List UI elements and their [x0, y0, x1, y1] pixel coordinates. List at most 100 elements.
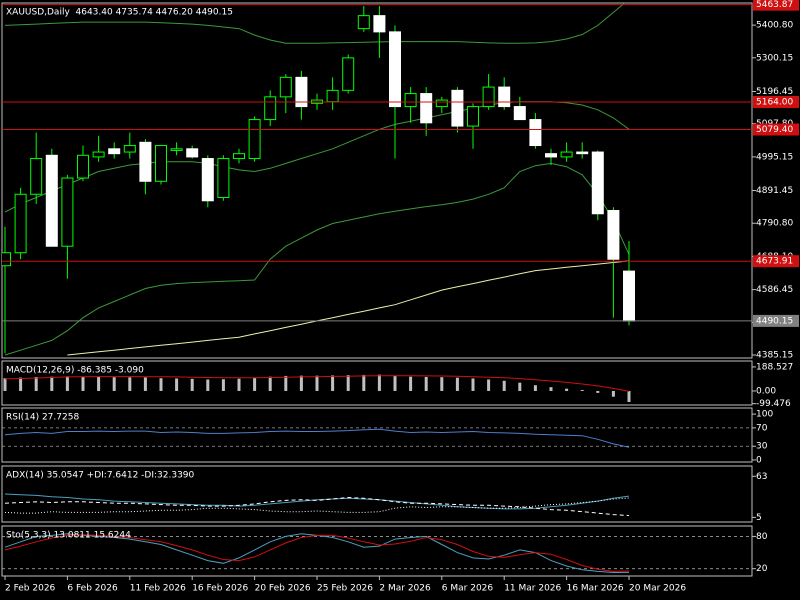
- panel-title: Sto(5,3,3) 13.0811 15.6244: [6, 531, 131, 541]
- panel: [2, 3, 752, 356]
- y-tick-label: -99.476: [756, 399, 791, 409]
- candle-body: [108, 148, 121, 155]
- histogram-bar: [565, 388, 569, 391]
- y-tick-label: 63: [756, 472, 767, 482]
- candle-body: [498, 86, 511, 108]
- candle-body: [77, 154, 89, 179]
- x-tick-label: 6 Feb 2026: [67, 584, 118, 594]
- y-tick-label: 5: [756, 513, 762, 523]
- indicator-line: [4, 162, 630, 356]
- candle-body: [61, 177, 74, 247]
- candle-body: [186, 148, 199, 158]
- price-label: 5463.87: [756, 0, 793, 10]
- candle-body: [2, 252, 11, 267]
- y-tick-label: 4891.45: [756, 186, 793, 196]
- candle-body: [342, 57, 355, 91]
- x-tick-label: 2 Mar 2026: [379, 584, 431, 594]
- candle-body: [545, 153, 557, 158]
- histogram-bar: [221, 379, 225, 391]
- candle-body: [45, 154, 58, 247]
- candle-body: [279, 76, 292, 98]
- indicator-line: [4, 534, 630, 572]
- histogram-bar: [440, 377, 444, 391]
- histogram-bar: [34, 376, 38, 391]
- panel: [3, 374, 631, 402]
- candle-body: [92, 151, 105, 158]
- histogram-bar: [97, 376, 101, 391]
- candle-body: [467, 106, 479, 127]
- candle-body: [201, 158, 214, 202]
- indicator-line: [4, 375, 630, 392]
- histogram-bar: [424, 376, 428, 391]
- candle-body: [139, 141, 152, 182]
- price-label: 5079.40: [756, 125, 793, 135]
- candle-body: [482, 86, 495, 108]
- x-tick-label: 20 Mar 2026: [629, 584, 686, 594]
- panel-title: MACD(12,26,9) -86.385 -3.090: [6, 366, 144, 376]
- histogram-bar: [377, 374, 381, 391]
- histogram-bar: [206, 379, 210, 391]
- panel-frame: [1, 407, 753, 463]
- candle-body: [326, 89, 339, 103]
- y-tick-label: 0: [756, 455, 762, 465]
- histogram-bar: [284, 375, 288, 391]
- histogram-bar: [159, 378, 163, 391]
- price-label-box: [753, 123, 799, 136]
- histogram-bar: [65, 376, 69, 391]
- indicator-line: [67, 260, 630, 356]
- candle-body: [451, 89, 464, 127]
- price-label-box: [753, 314, 799, 327]
- histogram-bar: [253, 377, 257, 391]
- histogram-bar: [533, 385, 537, 391]
- candle-body: [264, 96, 277, 121]
- candle-body: [357, 15, 370, 30]
- histogram-bar: [611, 390, 615, 397]
- candle-body: [389, 31, 401, 108]
- x-tick-label: 2 Feb 2026: [5, 584, 56, 594]
- panel: [2, 533, 752, 574]
- histogram-bar: [299, 375, 303, 391]
- histogram-bar: [346, 375, 350, 391]
- histogram-bar: [19, 377, 23, 391]
- candle-body: [123, 145, 136, 153]
- histogram-bar: [502, 380, 506, 391]
- candle-body: [513, 106, 526, 121]
- candle-body: [404, 93, 417, 108]
- panel: [4, 493, 630, 516]
- candle-body: [170, 148, 183, 151]
- histogram-bar: [237, 378, 241, 391]
- panel-frame: [1, 2, 753, 359]
- y-tick-label: 5196.45: [756, 87, 793, 97]
- y-tick-label: 80: [756, 532, 768, 542]
- histogram-bar: [580, 389, 584, 391]
- histogram-bar: [518, 382, 522, 391]
- histogram-bar: [409, 376, 413, 391]
- panel-title: RSI(14) 27.7258: [6, 413, 79, 423]
- histogram-bar: [362, 374, 366, 391]
- candle-body: [217, 158, 230, 199]
- candle-body: [248, 119, 261, 160]
- x-tick-label: 11 Mar 2026: [504, 584, 561, 594]
- candle-body: [435, 99, 448, 108]
- histogram-bar: [128, 377, 132, 391]
- indicator-line: [4, 496, 630, 516]
- histogram-bar: [471, 378, 475, 391]
- x-tick-label: 16 Feb 2026: [192, 584, 248, 594]
- y-tick-label: 5300.15: [756, 53, 793, 63]
- y-tick-label: 4995.15: [756, 152, 793, 162]
- y-tick-label: 4586.45: [756, 285, 793, 295]
- candle-body: [529, 119, 542, 147]
- price-label-box: [753, 255, 799, 268]
- price-label: 4490.15: [756, 316, 793, 326]
- y-tick-label: 4385.15: [756, 350, 793, 360]
- indicator-line: [4, 493, 630, 510]
- histogram-bar: [331, 375, 335, 391]
- panel-title: ADX(14) 35.0547 +DI:7.6412 -DI:32.3390: [6, 471, 195, 481]
- histogram-bar: [190, 378, 194, 391]
- candle-body: [576, 151, 589, 155]
- histogram-bar: [143, 377, 147, 391]
- panel-title: XAUUSD,Daily 4643.40 4735.74 4476.20 449…: [6, 8, 233, 18]
- histogram-bar: [268, 376, 272, 391]
